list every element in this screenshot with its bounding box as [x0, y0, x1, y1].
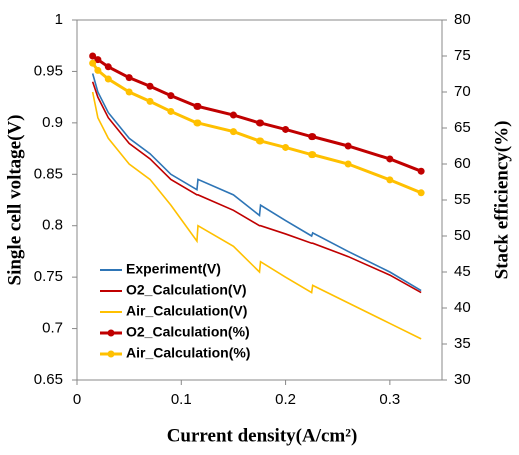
y2-tick-label: 40	[454, 299, 471, 316]
series-marker	[194, 102, 202, 110]
series-line	[91, 54, 422, 173]
series-marker	[309, 133, 317, 141]
series-marker	[146, 82, 154, 90]
series-marker	[229, 111, 237, 119]
series-marker	[282, 125, 290, 133]
y-tick-label: 0.95	[34, 62, 63, 79]
x-tick-label: 0.1	[171, 391, 192, 408]
series-marker	[167, 107, 175, 115]
legend-label: Air_Calculation(V)	[126, 303, 247, 319]
series-marker	[257, 137, 265, 145]
series-marker	[417, 189, 425, 197]
series-marker	[104, 63, 112, 71]
x-tick-label: 0.2	[275, 391, 296, 408]
y2-tick-label: 60	[454, 155, 471, 172]
y-tick-label: 0.75	[34, 268, 63, 285]
series-marker	[89, 59, 97, 67]
y-tick-label: 0.9	[42, 114, 63, 131]
y2-tick-label: 70	[454, 83, 471, 100]
series-marker	[167, 92, 175, 100]
y2-tick-label: 75	[454, 47, 471, 64]
y2-tick-label: 30	[454, 371, 471, 388]
series-marker	[194, 119, 202, 127]
y2-tick-label: 65	[454, 119, 471, 136]
y-tick-label: 0.65	[34, 371, 63, 388]
series-marker	[417, 167, 425, 175]
series-marker	[309, 151, 317, 159]
y-tick-label: 0.85	[34, 165, 63, 182]
y2-tick-label: 50	[454, 227, 471, 244]
series-line	[91, 81, 422, 294]
x-tick-label: 0	[73, 391, 81, 408]
legend-label: Air_Calculation(%)	[126, 345, 250, 361]
series-marker	[104, 75, 112, 83]
series-marker	[386, 176, 394, 184]
legend-label: Experiment(V)	[126, 261, 221, 277]
series-marker	[125, 88, 133, 96]
y-axis-title: Single cell voltage(V)	[4, 115, 25, 286]
series-marker	[229, 128, 237, 136]
y2-tick-label: 80	[454, 11, 471, 28]
series-marker	[282, 143, 290, 151]
x-tick-label: 0.3	[379, 391, 400, 408]
series-marker	[125, 74, 133, 82]
series-marker	[146, 97, 154, 105]
series-line	[91, 73, 422, 292]
legend-label: O2_Calculation(%)	[126, 324, 250, 340]
series-marker	[94, 66, 102, 74]
legend-marker	[107, 350, 115, 358]
y2-tick-label: 45	[454, 263, 471, 280]
y-tick-label: 0.8	[42, 217, 63, 234]
series-line	[91, 91, 422, 340]
y2-tick-label: 35	[454, 335, 471, 352]
y-tick-label: 0.7	[42, 320, 63, 337]
legend-label: O2_Calculation(V)	[126, 282, 247, 298]
series-marker	[257, 119, 265, 127]
y2-axis-title: Stack efficiency(%)	[491, 121, 512, 280]
series-marker	[344, 160, 352, 168]
x-axis-title: Current density(A/cm²)	[167, 425, 358, 446]
y2-tick-label: 55	[454, 191, 471, 208]
series-marker	[89, 52, 97, 60]
y-tick-label: 1	[55, 11, 63, 28]
series-marker	[94, 56, 102, 64]
series-marker	[386, 155, 394, 163]
series-marker	[344, 142, 352, 150]
legend-marker	[107, 329, 115, 337]
